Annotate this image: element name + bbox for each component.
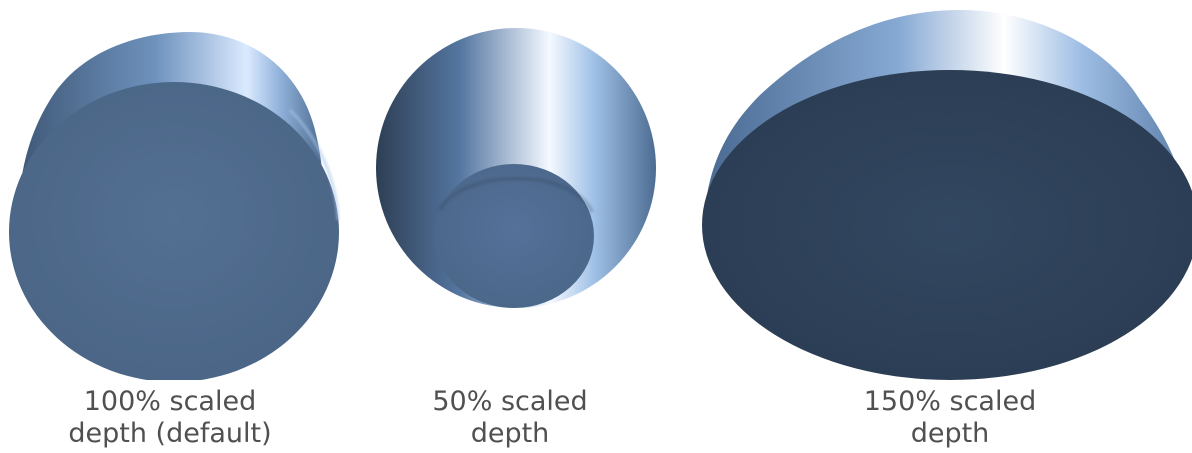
caption-100-line-1: 100% scaled xyxy=(83,386,257,417)
shape-150-percent xyxy=(702,10,1192,380)
caption-150-line-2: depth xyxy=(910,418,990,449)
shape-100-face xyxy=(9,82,339,380)
caption-100-line-2: depth (default) xyxy=(68,418,272,449)
caption-50-percent: 50% scaled depth xyxy=(380,386,640,450)
caption-50-line-1: 50% scaled xyxy=(432,386,588,417)
caption-50-line-2: depth xyxy=(470,418,550,449)
shape-50-face xyxy=(434,164,594,308)
shape-100-rim xyxy=(288,108,340,221)
depth-comparison-illustration xyxy=(9,10,1192,380)
caption-150-percent: 150% scaled depth xyxy=(820,386,1080,450)
shape-50-percent xyxy=(376,28,656,308)
caption-100-percent: 100% scaled depth (default) xyxy=(40,386,300,450)
caption-150-line-1: 150% scaled xyxy=(863,386,1037,417)
shape-150-face xyxy=(702,70,1192,380)
shape-50-shadow xyxy=(438,176,594,213)
shape-100-percent xyxy=(9,32,340,380)
